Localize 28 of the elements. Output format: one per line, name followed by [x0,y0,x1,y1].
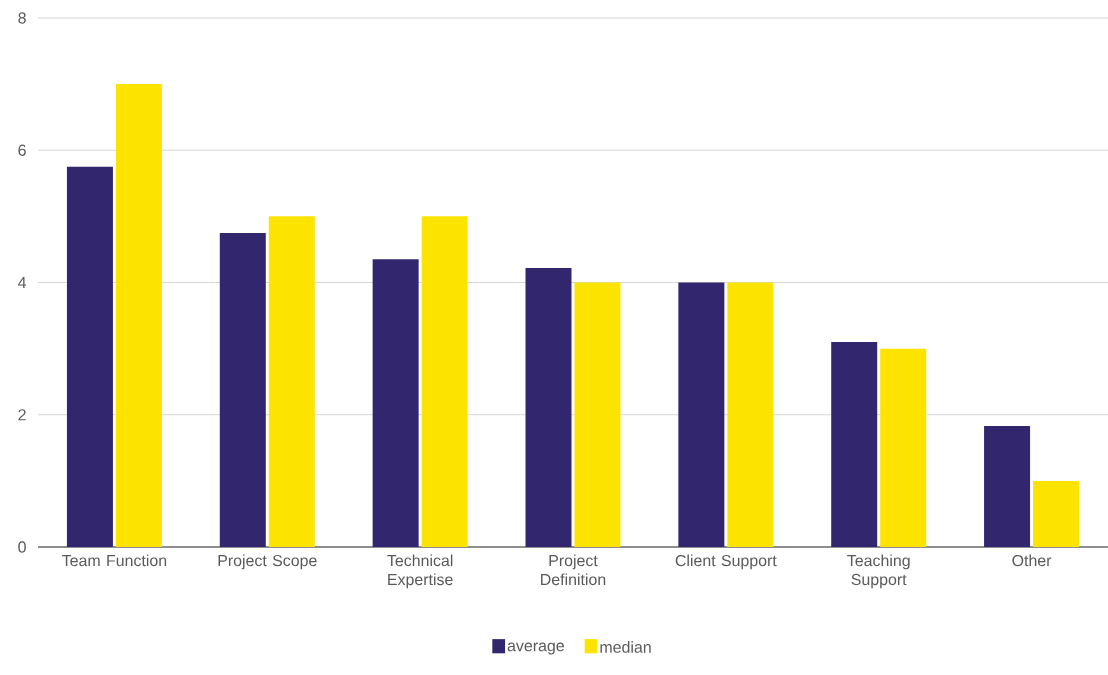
bar [421,216,468,547]
x-tick-label: Other [1012,554,1052,567]
legend-label: average [507,642,564,655]
y-tick-label: 8 [18,12,26,24]
bar [1033,480,1080,547]
x-tick-label: Client Support [675,554,777,570]
bar [372,259,419,547]
bar [115,84,162,547]
x-tick-label: Technical Expertise [387,554,453,589]
legend-label: median [600,641,651,653]
x-tick-label: Project Scope [218,554,317,570]
bar [727,282,774,547]
bar [66,166,113,547]
bar [880,348,927,547]
bar [574,282,621,547]
bar [831,342,878,547]
y-tick-label: 6 [18,144,26,156]
bar [525,267,572,547]
bar [678,282,725,547]
y-tick-label: 2 [18,409,26,421]
y-tick-label: 0 [18,541,26,553]
x-tick-label: Project Definition [541,554,606,586]
bar [984,425,1031,547]
y-tick-label: 4 [18,277,27,288]
bar [219,232,266,547]
x-tick-label: Team Function [62,554,167,567]
bar [268,216,315,547]
x-tick-label: Teaching Support [847,554,910,589]
